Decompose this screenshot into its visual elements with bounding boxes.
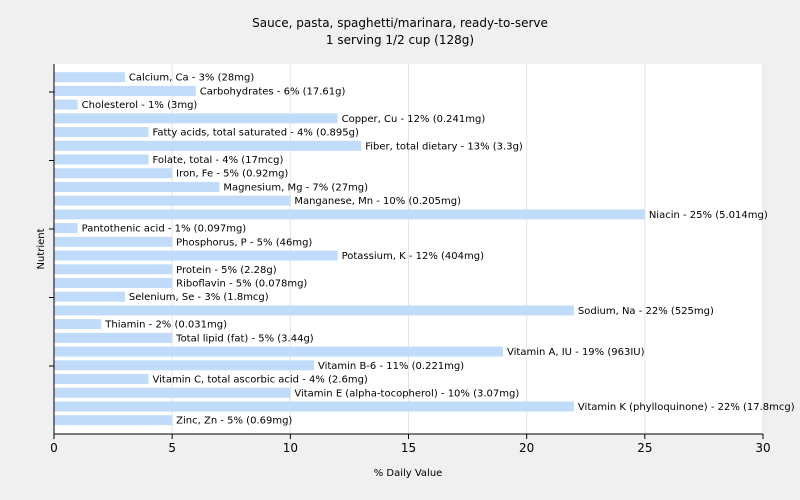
axes: 0 5 10 15 20 25 30 [49,64,771,455]
x-tick-label: 30 [755,441,770,455]
bar [54,168,173,179]
bar [54,278,173,288]
x-tick-label: 20 [519,441,534,455]
chart-title: Sauce, pasta, spaghetti/marinara, ready-… [252,16,548,30]
bar-label: Protein - 5% (2.28g) [176,265,277,276]
bar-label: Fatty acids, total saturated - 4% (0.895… [153,128,359,139]
bar [54,209,645,220]
bar-label: Vitamin C, total ascorbic acid - 4% (2.6… [153,375,368,386]
bar-label: Cholesterol - 1% (3mg) [82,100,198,111]
bar [54,223,78,234]
bar-label: Magnesium, Mg - 7% (27mg) [223,182,368,193]
bar-label: Vitamin E (alpha-tocopherol) - 10% (3.07… [294,388,519,399]
bar [54,401,574,412]
bar [54,360,314,371]
x-tick-label: 10 [283,441,298,455]
bar-label: Niacin - 25% (5.014mg) [649,210,768,221]
bar-label: Sodium, Na - 22% (525mg) [578,306,714,317]
bar [54,291,125,302]
bar-label: Phosphorus, P - 5% (46mg) [176,237,312,248]
bar [54,250,338,261]
bar [54,346,504,357]
bar-label: Calcium, Ca - 3% (28mg) [129,73,254,84]
bar [54,264,173,275]
bar [54,195,291,206]
y-axis-title: Nutrient [36,228,47,269]
bar-label: Potassium, K - 12% (404mg) [342,251,484,262]
x-axis-title: % Daily Value [374,468,443,479]
bar-label: Selenium, Se - 3% (1.8mcg) [129,292,269,303]
bar [54,415,173,426]
bar-label: Fiber, total dietary - 13% (3.3g) [365,141,523,152]
bar-label: Manganese, Mn - 10% (0.205mg) [294,196,461,207]
bar-label: Copper, Cu - 12% (0.241mg) [342,114,486,125]
bar-label: Thiamin - 2% (0.031mg) [104,320,227,331]
bar-label: Vitamin B-6 - 11% (0.221mg) [318,361,464,372]
bar [54,387,291,398]
bar [54,140,362,151]
x-tick-label: 25 [637,441,652,455]
x-tick-label: 5 [168,441,176,455]
bar-label: Zinc, Zn - 5% (0.69mg) [176,416,292,427]
bar [54,113,338,124]
bar-label: Riboflavin - 5% (0.078mg) [176,279,307,290]
x-tick-label: 0 [50,441,58,455]
bar-label: Carbohydrates - 6% (17.61g) [200,86,346,97]
x-tick-label: 15 [401,441,416,455]
bar [54,154,149,165]
bar-label: Total lipid (fat) - 5% (3.44g) [175,333,314,344]
bar-series: Calcium, Ca - 3% (28mg) Carbohydrates - 6… [54,72,795,427]
bar [54,99,78,110]
bar [54,85,196,96]
bar-label: Vitamin K (phylloquinone) - 22% (17.8mcg… [578,402,795,413]
bar-label: Folate, total - 4% (17mcg) [153,155,284,166]
bar [54,236,173,247]
chart-subtitle: 1 serving 1/2 cup (128g) [326,33,474,47]
bar [54,181,220,192]
bar [54,374,149,385]
bar [54,332,173,343]
bar [54,72,125,83]
bar-label: Iron, Fe - 5% (0.92mg) [176,169,288,180]
bar-label: Pantothenic acid - 1% (0.097mg) [82,224,247,235]
bar [54,319,102,330]
bar [54,305,574,316]
bar [54,127,149,138]
bar-label: Vitamin A, IU - 19% (963IU) [507,347,645,358]
